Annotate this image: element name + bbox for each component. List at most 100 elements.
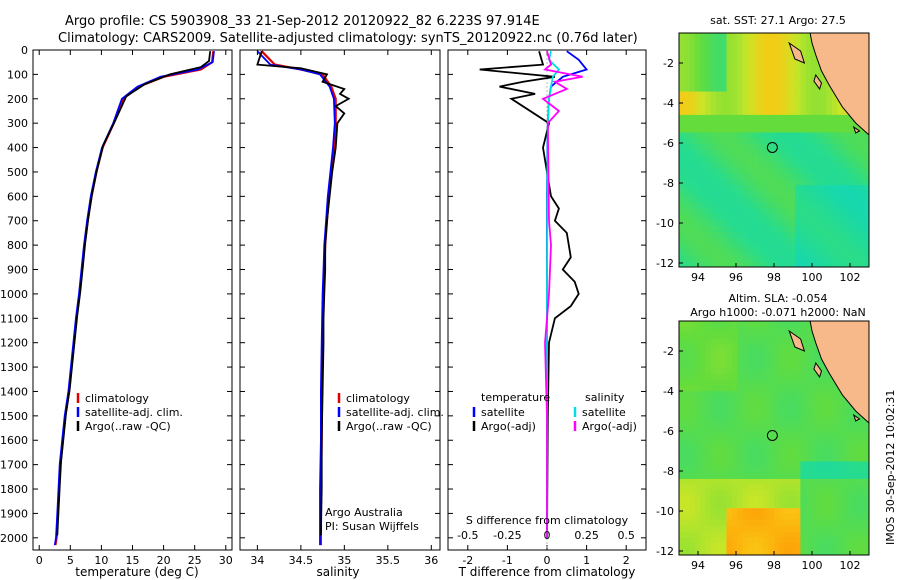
sla_map-cell [789,496,796,503]
difference-legend-temperature-header: temperature [481,391,550,404]
sst_map-cell [805,132,812,139]
sla_map-cell [737,356,743,363]
sla_map-cell [837,414,844,421]
sst_map-cell [837,237,844,245]
sla_map-cell [726,455,733,462]
sla_map-cell [737,414,743,421]
sst_map-cell [842,126,849,133]
sst_map-cell [774,208,780,215]
sla_map-cell [821,373,828,380]
sst_map-cell [752,237,759,245]
sla_map-cell [758,490,764,497]
sla_map-cell [684,373,691,380]
sla_map-cell [858,473,865,480]
sst_map-cell [737,208,743,215]
sla_map-cell [826,408,833,416]
sla_map-cell [684,438,691,445]
sst_map-cell [858,179,865,186]
sla_map-cell [715,438,722,445]
sst_map-cell [731,38,738,46]
sst_map-cell [715,202,722,209]
salinity-xtick-label: 34.5 [289,554,314,567]
sst_map-cell [832,103,838,110]
sst_map-cell [779,79,786,87]
sst_map-cell [721,208,727,215]
sst_map-cell [710,220,717,227]
sst_map-cell [784,249,791,256]
sst_map-cell [858,167,865,174]
sla_map-cell [784,321,791,328]
sla_map-cell [700,467,706,474]
sst_map-cell [795,73,801,81]
sla_map-cell [858,549,865,556]
sla_map-cell [784,420,791,427]
sla_map-cell [842,478,849,486]
sla_map-cell [805,361,812,369]
sst_map-cell [805,196,812,204]
sst_map-cell [731,226,738,233]
sla_map-cell [715,514,722,521]
sst_map-cell [832,202,838,209]
sla_map-cell [863,449,870,457]
sst_map-cell [715,38,722,46]
sla_map-cell [858,478,865,486]
sst_map-cell [858,231,865,239]
sst_map-cell [679,173,685,180]
sla_map-cell [774,455,780,462]
sla_map-cell [858,455,865,462]
sst_map-cell [763,249,770,256]
sst_map-cell [779,73,786,81]
sst_map-cell [800,161,807,169]
sla_map-cell [737,361,743,369]
sst_map-cell [832,126,838,133]
sst_map-cell [832,214,838,221]
sla_map-cell [774,397,780,404]
sst_map-cell [821,179,828,186]
sla_map-cell [810,350,817,357]
sst_map-cell [821,97,828,104]
sla_map-cell [800,326,807,334]
sst_map-cell [715,68,722,75]
sla_map-cell [742,344,749,351]
sst_map-cell [742,73,749,81]
sst_map-cell [858,144,865,151]
sst_map-cell [747,226,754,233]
sla_map-cell [842,484,849,492]
sla_map-cell [763,361,770,369]
sla_map-cell [679,391,685,398]
sla_map-cell [721,432,727,439]
sst_map-cell [679,237,685,245]
sla_map-cell [689,414,696,421]
sst_map-cell [800,220,807,227]
sla_map-cell [863,490,870,497]
sst_map-ytick-label: -12 [656,257,674,270]
sst_map-cell [726,161,733,169]
sla_map-cell [784,385,791,392]
sst_map-cell [805,103,812,110]
sla_map-cell [705,361,712,369]
sla_map-cell [805,514,812,521]
temperature-ytick-label: 1400 [0,385,28,398]
sst_map-cell [679,126,685,133]
sla_map-cell [679,350,685,357]
sla_map-cell [679,402,685,410]
sst_map-cell [694,231,701,239]
sst_map-cell [731,190,738,198]
sla_map-cell [789,350,796,357]
sst_map-cell [784,208,791,215]
sla_map-cell [768,461,775,468]
sla_map-cell [731,426,738,433]
sla_map-cell [837,473,844,480]
sst_map-cell [763,79,770,87]
temperature-xtick-label: 15 [126,554,140,567]
sst_map-cell [742,97,749,104]
sla_map-cell [700,397,706,404]
sla_map-cell [694,350,701,357]
sst_map-cell [768,126,775,133]
sst_map-cell [810,150,817,157]
sst_map-cell [779,179,786,186]
sla_map-cell [832,525,838,533]
sst_map-cell [842,179,849,186]
sla_map-cell [784,397,791,404]
